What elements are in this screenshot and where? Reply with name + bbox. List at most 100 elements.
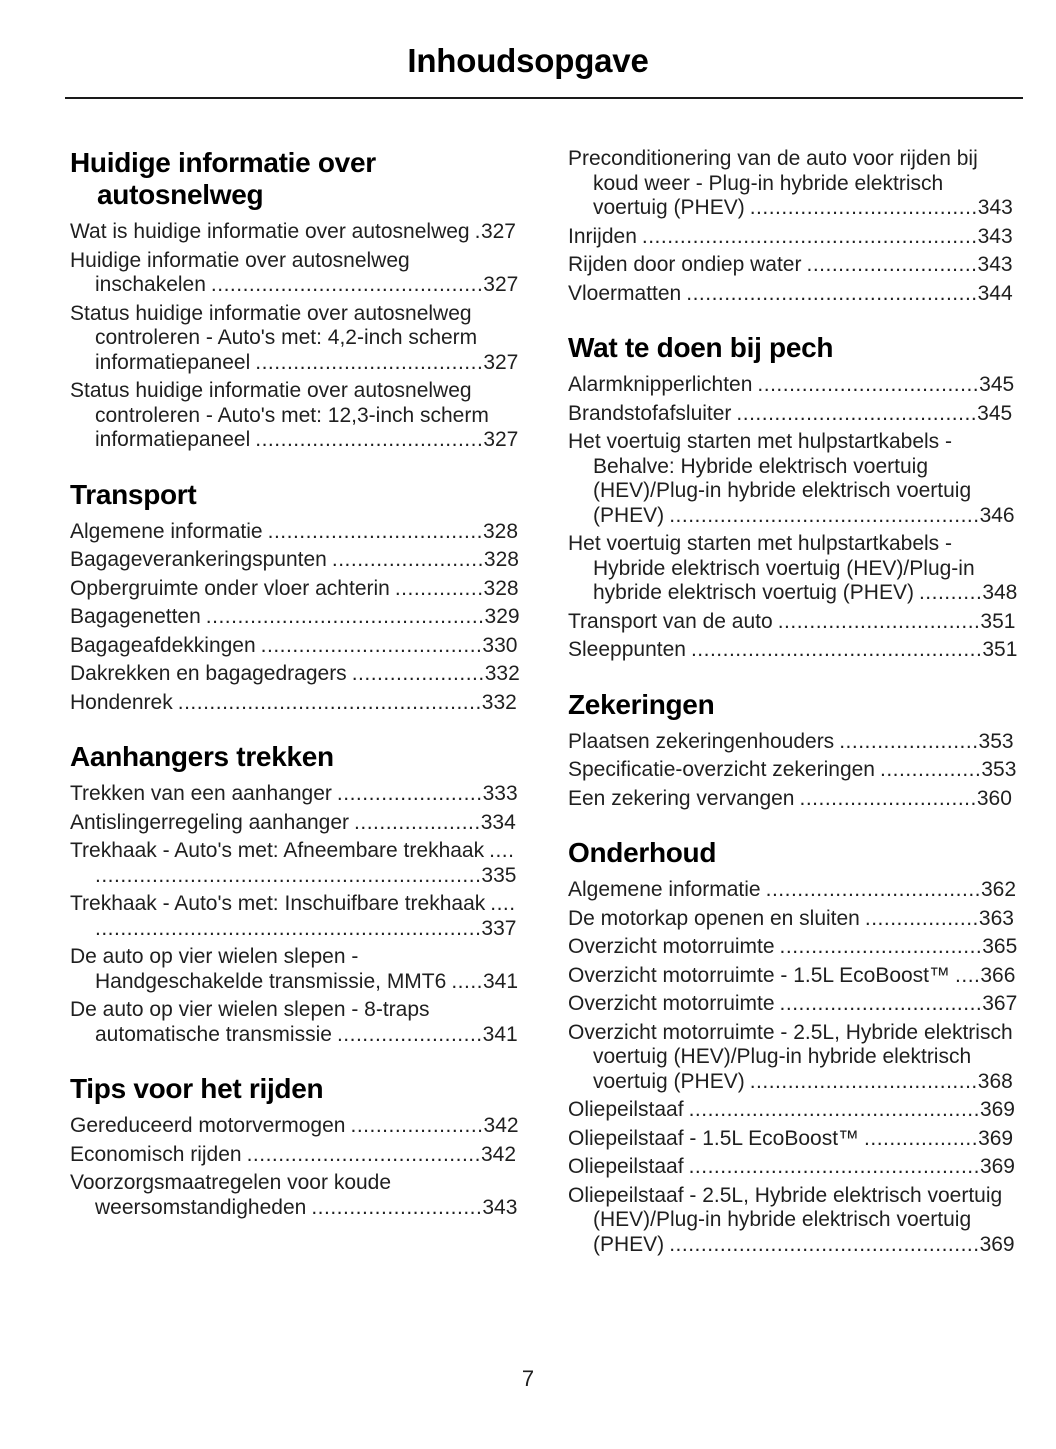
section-heading: Transport [70, 478, 197, 510]
dot-leader: .​.​.​.​.​.​.​.​.​.​.​.​.​.​.​.​.​.​.​.​… [210, 273, 484, 296]
toc-entry: Algemene informatie .​.​.​.​.​.​.​.​.​.​.… [568, 878, 1018, 903]
toc-entry-label: Preconditionering van de auto voor rijde… [568, 147, 978, 219]
toc-entry: Sleeppunten .​.​.​.​.​.​.​.​.​.​.​.​.​.​.… [568, 638, 1018, 663]
toc-entry-page: 343 [977, 224, 1013, 248]
toc-entry-label: Het voertuig starten met hulpstartkabels… [568, 532, 975, 604]
toc-entry-page: 345 [977, 401, 1013, 425]
toc-entry-label: Status huidige informatie over autosnelw… [70, 379, 489, 451]
toc-entry-page: 369 [978, 1126, 1014, 1150]
toc-entry-label: Dakrekken en bagagedragers [70, 662, 347, 685]
dot-leader: .​ [474, 220, 481, 243]
toc-entry: Gereduceerd motorvermogen .​.​.​.​.​.​.​.… [70, 1114, 520, 1139]
toc-entry-page: 353 [981, 758, 1017, 781]
dot-leader: .​.​.​.​.​.​.​.​.​.​.​.​.​.​.​.​.​.​.​.​… [777, 609, 981, 633]
toc-columns: Huidige informatie over autosnelweg Wat i… [70, 147, 1018, 1261]
toc-entry-label: Huidige informatie over autosnelweg insc… [70, 248, 410, 297]
toc-entry: Oliepeilstaaf .​.​.​.​.​.​.​.​.​.​.​.​.​.… [568, 1098, 1018, 1123]
toc-entry: Wat is huidige informatie over autosnelw… [70, 220, 520, 245]
toc-entry-page: 366 [980, 963, 1016, 987]
toc-entry: Hondenrek .​.​.​.​.​.​.​.​.​.​.​.​.​.​.​.… [70, 691, 520, 716]
toc-entry-label: Vloermatten [568, 281, 682, 305]
dot-leader: .​.​.​.​.​.​.​.​.​.​.​.​.​.​.​.​.​.​.​.​… [246, 1142, 481, 1166]
toc-entry: Vloermatten .​.​.​.​.​.​.​.​.​.​.​.​.​.​.… [568, 282, 1018, 307]
toc-entry: Preconditionering van de auto voor rijde… [568, 147, 1018, 221]
toc-entry-page: 327 [483, 273, 519, 296]
toc-entry-page: 351 [982, 638, 1018, 661]
toc-entry-page: 328 [482, 519, 519, 543]
toc-entry-page: 327 [480, 220, 516, 243]
toc-entry: Trekken van een aanhanger .​.​.​.​.​.​.​.… [70, 782, 520, 807]
toc-entry: Bagagenetten .​.​.​.​.​.​.​.​.​.​.​.​.​.​… [70, 605, 520, 630]
toc-entry-label: Bagagenetten [70, 605, 201, 628]
toc-entry: De auto op vier wielen slepen - Handgesc… [70, 945, 520, 994]
dot-leader: .​.​.​.​.​.​.​.​.​.​.​.​.​.​.​.​.​.​.​.​… [669, 503, 980, 527]
dot-leader: .​.​.​.​.​.​.​.​.​.​.​.​.​.​.​.​.​.​.​.​… [749, 1069, 978, 1093]
dot-leader: .​.​.​.​.​.​.​.​.​.​.​.​.​.​.​.​.​.​.​.​… [839, 729, 979, 753]
toc-entry-page: 368 [977, 1069, 1013, 1093]
toc-entry-page: 343 [977, 196, 1013, 219]
toc-entry: Economisch rijden .​.​.​.​.​.​.​.​.​.​.​.… [70, 1143, 520, 1168]
toc-entry: Dakrekken en bagagedragers .​.​.​.​.​.​.​… [70, 662, 520, 687]
toc-entry-label: De auto op vier wielen slepen - 8-traps … [70, 998, 430, 1046]
toc-entry: Overzicht motorruimte .​.​.​.​.​.​.​.​.​.… [568, 992, 1018, 1017]
toc-entry-page: 332 [484, 662, 520, 685]
toc-entry: Trekhaak - Auto's met: Inschuifbare trek… [70, 892, 520, 941]
toc-entry-page: 348 [982, 581, 1018, 604]
toc-entry-label: Oliepeilstaaf [568, 1155, 684, 1178]
section-heading: Tips voor het rijden [70, 1073, 324, 1104]
dot-leader: .​.​.​.​.​.​.​.​.​.​.​.​.​.​.​.​.​.​.​.​… [260, 633, 483, 657]
dot-leader: .​.​.​.​.​.​.​.​.​.​.​.​.​.​.​.​.​.​.​.​… [799, 786, 977, 810]
dot-leader: .​.​.​.​.​.​.​.​.​.​.​.​.​.​.​.​.​.​.​.​… [765, 878, 981, 901]
dot-leader: .​.​.​.​.​.​.​.​.​.​.​.​.​.​.​.​.​.​.​.​… [255, 428, 484, 451]
dot-leader: .​.​.​.​.​.​.​.​.​.​.​.​.​.​ [394, 576, 484, 600]
toc-entry-page: 369 [979, 1098, 1015, 1121]
toc-entry-label: Overzicht motorruimte [568, 935, 775, 958]
dot-leader: .​.​.​.​.​.​.​.​.​.​.​.​.​.​.​.​.​.​.​.​… [311, 1195, 483, 1219]
toc-entry: Overzicht motorruimte .​.​.​.​.​.​.​.​.​.… [568, 935, 1018, 960]
dot-leader: .​.​.​.​.​.​.​.​.​.​.​.​.​.​.​.​.​.​.​.​… [736, 401, 978, 425]
dot-leader: .​.​.​.​.​.​.​.​.​.​.​.​.​.​.​.​.​.​.​.​… [95, 892, 516, 940]
toc-entry-label: Specificatie-overzicht zekeringen [568, 758, 875, 781]
toc-entry: Voorzorgsmaatregelen voor koude weersoms… [70, 1171, 520, 1220]
toc-entry-page: 343 [482, 1195, 518, 1219]
dot-leader: .​.​.​.​.​.​.​.​.​.​.​.​.​.​.​.​.​.​.​.​… [686, 281, 978, 305]
toc-entry-page: 345 [979, 373, 1015, 396]
toc-entry-label: Bagageafdekkingen [70, 633, 256, 657]
toc-entry: Plaatsen zekeringenhouders .​.​.​.​.​.​.​… [568, 730, 1018, 755]
toc-entry-label: Trekhaak - Auto's met: Afneembare trekha… [70, 839, 485, 862]
dot-leader: .​.​.​.​.​.​.​.​.​.​.​.​.​.​.​.​.​.​.​.​… [205, 605, 485, 628]
toc-entry-label: Oliepeilstaaf [568, 1098, 684, 1121]
dot-leader: .​.​.​.​.​.​.​.​.​.​.​.​.​.​.​.​.​.​.​.​ [354, 810, 481, 834]
toc-left-column: Huidige informatie over autosnelweg Wat i… [70, 147, 520, 1261]
toc-entry-page: 330 [482, 633, 518, 657]
toc-entry: Oliepeilstaaf .​.​.​.​.​.​.​.​.​.​.​.​.​.… [568, 1155, 1018, 1180]
toc-entry: Trekhaak - Auto's met: Afneembare trekha… [70, 839, 520, 888]
page-title: Inhoudsopgave [407, 42, 649, 79]
toc-entry-page: 363 [978, 906, 1014, 930]
toc-entry-page: 328 [483, 548, 519, 571]
toc-entry-label: Transport van de auto [568, 609, 773, 633]
dot-leader: .​.​.​.​.​.​.​.​.​.​ [918, 581, 983, 604]
toc-entry-page: 365 [982, 935, 1018, 958]
toc-entry: Status huidige informatie over autosnelw… [70, 379, 520, 453]
dot-leader: .​.​.​.​.​.​.​.​.​.​.​.​.​.​.​.​.​.​.​.​… [255, 350, 484, 374]
toc-entry: De motorkap openen en sluiten .​.​.​.​.​.… [568, 907, 1018, 932]
toc-entry-page: 369 [979, 1155, 1015, 1178]
toc-entry-page: 342 [480, 1142, 517, 1166]
toc-entry: Bagageverankeringspunten .​.​.​.​.​.​.​.​… [70, 548, 520, 573]
dot-leader: .​.​.​.​.​.​.​.​.​.​.​.​.​.​.​.​.​.​.​.​… [267, 519, 483, 543]
toc-entry-label: Hondenrek [70, 690, 173, 714]
toc-right-column: Preconditionering van de auto voor rijde… [568, 147, 1018, 1261]
toc-entry-page: 333 [482, 782, 518, 805]
toc-entry-label: Het voertuig starten met hulpstartkabels… [568, 430, 972, 527]
toc-entry-page: 343 [977, 253, 1013, 276]
section-heading: Wat te doen bij pech [568, 332, 834, 363]
dot-leader: .​.​.​.​.​ [451, 969, 483, 993]
toc-entry: Inrijden .​.​.​.​.​.​.​.​.​.​.​.​.​.​.​.​… [568, 225, 1018, 250]
dot-leader: .​.​.​.​.​.​.​.​.​.​.​.​.​.​.​.​.​.​.​.​… [336, 1022, 483, 1046]
section-heading: Zekeringen [568, 688, 715, 720]
toc-entry-label: Oliepeilstaaf - 1.5L EcoBoost™ [568, 1126, 860, 1150]
toc-entry-label: Algemene informatie [568, 878, 761, 901]
toc-entry-label: Economisch rijden [70, 1142, 242, 1166]
toc-entry: Oliepeilstaaf - 1.5L EcoBoost™ .​.​.​.​.​… [568, 1127, 1018, 1152]
